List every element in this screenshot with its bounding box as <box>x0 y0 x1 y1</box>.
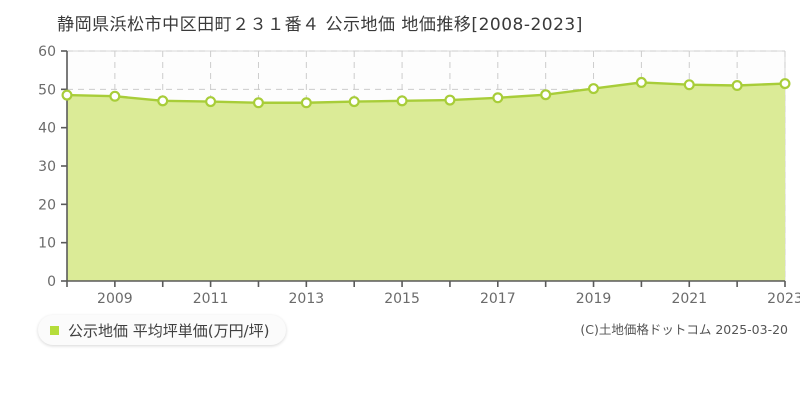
data-point-marker[interactable] <box>300 97 312 109</box>
x-tick-label: 2021 <box>671 291 707 307</box>
x-tick-label: 2015 <box>384 291 420 307</box>
chart-legend: 公示地価 平均坪単価(万円/坪) <box>38 315 286 345</box>
data-point-marker[interactable] <box>731 79 743 91</box>
series-line-公示地価 <box>65 81 787 104</box>
data-point-marker[interactable] <box>588 83 600 95</box>
data-point-marker[interactable] <box>348 96 360 108</box>
series-area-公示地価 <box>67 82 785 281</box>
x-axis-tick-labels: 2009 2011 2013 2015 2017 2019 2021 2023 <box>97 291 800 307</box>
data-point-marker[interactable] <box>61 89 73 101</box>
y-tick-label: 30 <box>38 159 56 175</box>
x-tick-label: 2013 <box>289 291 325 307</box>
y-tick-label: 10 <box>38 236 56 252</box>
axis-layer <box>61 50 786 287</box>
credit-text: (C)土地価格ドットコム 2025-03-20 <box>580 322 788 337</box>
data-point-marker[interactable] <box>205 96 217 108</box>
y-tick-label: 20 <box>38 197 56 213</box>
y-tick-label: 40 <box>38 121 56 137</box>
data-point-marker[interactable] <box>252 97 264 109</box>
chart-title: 静岡県浜松市中区田町２３１番４ 公示地価 地価推移[2008-2023] <box>57 15 583 35</box>
x-tick-label: 2023 <box>767 291 800 307</box>
data-point-marker[interactable] <box>444 94 456 106</box>
legend-label: 公示地価 平均坪単価(万円/坪) <box>68 321 270 340</box>
x-tick-label: 2009 <box>97 291 133 307</box>
x-tick-label: 2017 <box>480 291 516 307</box>
y-tick-label: 0 <box>47 274 56 290</box>
data-point-marker[interactable] <box>683 79 695 91</box>
x-tick-label: 2019 <box>576 291 612 307</box>
series-markers-公示地価 <box>61 76 791 109</box>
y-tick-label: 50 <box>38 82 56 98</box>
y-tick-label: 60 <box>38 44 56 60</box>
data-point-marker[interactable] <box>635 76 647 88</box>
data-point-marker[interactable] <box>157 95 169 107</box>
data-point-marker[interactable] <box>109 90 121 102</box>
data-point-marker[interactable] <box>492 92 504 104</box>
x-tick-label: 2011 <box>193 291 229 307</box>
y-axis-tick-labels: 0 10 20 30 40 50 60 <box>38 44 56 290</box>
data-point-marker[interactable] <box>540 89 552 101</box>
data-point-marker[interactable] <box>396 95 408 107</box>
legend-swatch-icon <box>50 325 59 335</box>
data-point-marker[interactable] <box>779 78 791 90</box>
